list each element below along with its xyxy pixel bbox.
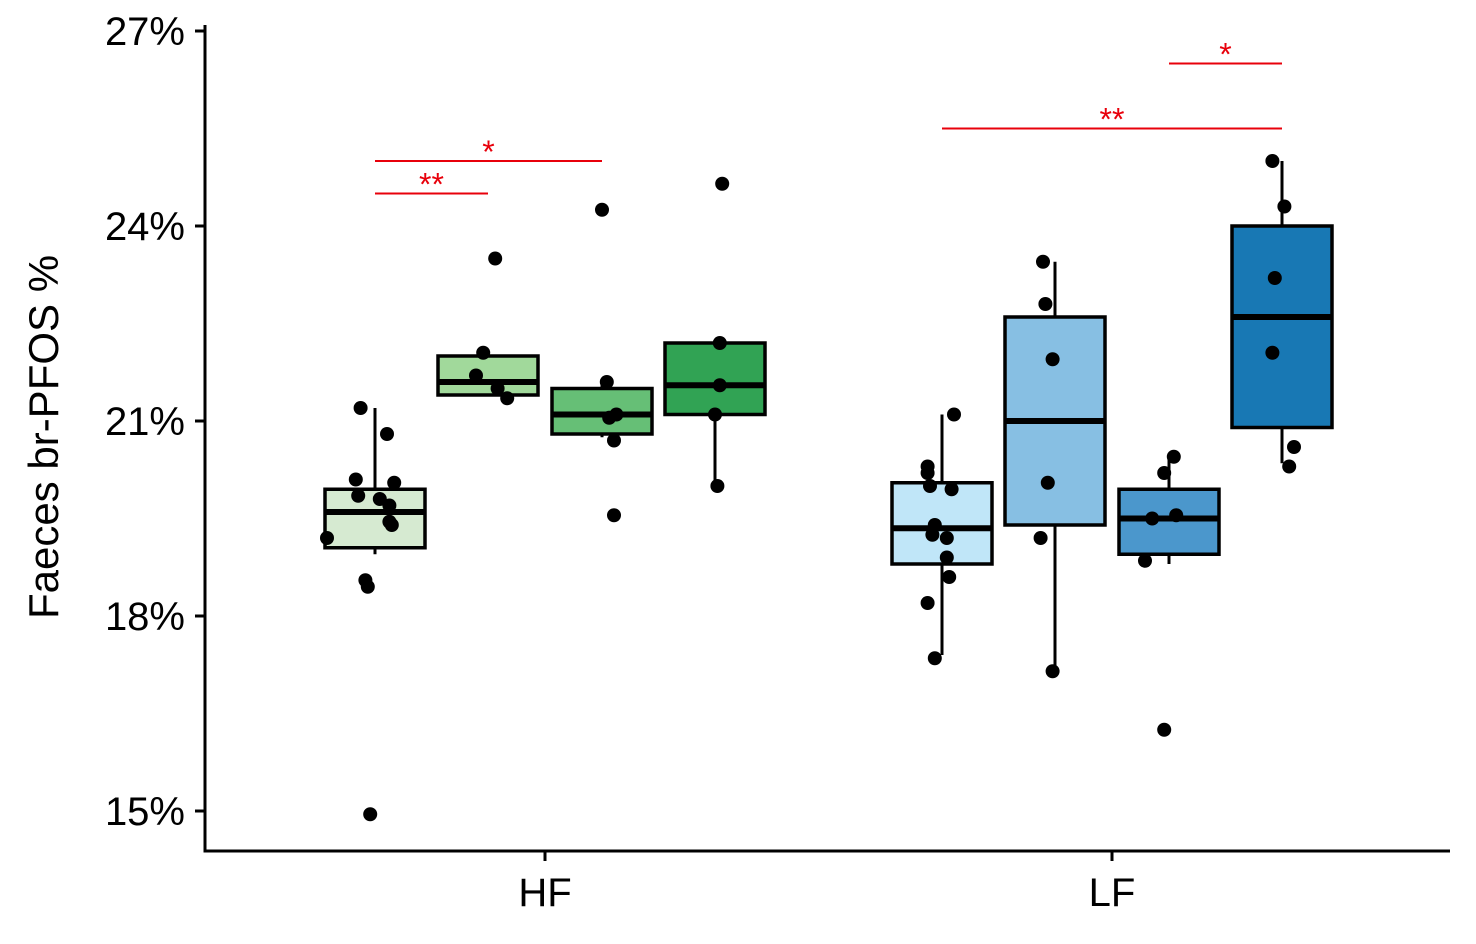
data-point	[1166, 449, 1181, 464]
data-point	[490, 381, 505, 396]
data-point	[1157, 722, 1172, 737]
data-point	[1045, 352, 1060, 367]
data-point	[599, 375, 614, 389]
data-point	[1036, 254, 1050, 269]
data-point	[1033, 531, 1048, 545]
axes: 15% 18% 21% 24% 27% HF LF Faeces br-PFOS %	[20, 10, 1450, 915]
box-body	[1117, 487, 1221, 556]
data-point	[380, 427, 394, 441]
group-lf	[890, 154, 1334, 737]
data-point	[710, 479, 725, 493]
box-lf-4	[1230, 154, 1334, 474]
data-point	[712, 378, 727, 393]
data-point	[1138, 553, 1152, 568]
data-point	[1267, 271, 1282, 285]
data-point	[1157, 466, 1172, 480]
data-point	[927, 518, 942, 532]
data-point	[363, 807, 378, 822]
data-point	[476, 345, 491, 360]
y-tick-label: 18%	[105, 595, 185, 639]
box-body	[436, 354, 540, 397]
box-body	[890, 481, 994, 566]
box-body	[550, 386, 654, 436]
data-point	[607, 433, 621, 448]
x-tick-label: HF	[518, 871, 571, 915]
significance-label: **	[419, 167, 444, 203]
data-point	[387, 475, 402, 490]
data-point	[384, 518, 399, 532]
box-lf-1	[890, 407, 994, 666]
y-axis-title: Faeces br-PFOS %	[20, 255, 67, 619]
box-hf-2	[436, 251, 540, 406]
data-point	[1265, 345, 1280, 360]
data-point	[1282, 459, 1297, 474]
data-point	[1038, 297, 1053, 311]
data-point	[944, 482, 959, 497]
significance-annotations: ******	[375, 37, 1282, 203]
data-point	[920, 596, 935, 610]
data-point	[320, 531, 334, 545]
y-tick-label: 21%	[105, 400, 185, 444]
significance-label: **	[1100, 102, 1125, 138]
data-point	[351, 488, 366, 503]
x-axis-ticks: HF LF	[518, 851, 1135, 915]
data-point	[920, 466, 935, 480]
data-point	[488, 251, 503, 266]
data-point	[939, 531, 954, 545]
data-point	[1040, 475, 1055, 490]
box-hf-4	[663, 176, 767, 493]
data-point	[382, 498, 397, 513]
significance-label: *	[1219, 37, 1231, 73]
data-point	[1265, 154, 1280, 168]
y-tick-label: 27%	[105, 10, 185, 54]
data-point	[607, 508, 621, 523]
data-point	[348, 472, 363, 487]
box-body	[1230, 224, 1334, 430]
data-point	[712, 336, 727, 350]
data-point	[923, 479, 937, 493]
data-point	[595, 202, 609, 217]
data-point	[609, 407, 624, 422]
box-body	[663, 341, 767, 417]
significance-label: *	[482, 134, 494, 170]
data-point	[715, 176, 730, 191]
y-tick-label: 15%	[105, 790, 185, 834]
box-lf-2	[1003, 254, 1107, 679]
x-tick-label: LF	[1089, 871, 1136, 915]
data-point	[1277, 199, 1292, 214]
y-axis-ticks: 15% 18% 21% 24% 27%	[105, 10, 205, 834]
data-point	[469, 368, 483, 383]
data-point	[353, 401, 368, 415]
data-point	[708, 407, 722, 422]
data-point	[360, 579, 375, 594]
plot-area	[320, 154, 1334, 822]
group-hf	[320, 176, 767, 822]
data-point	[939, 550, 954, 565]
data-point	[500, 391, 515, 406]
data-point	[947, 407, 961, 422]
data-point	[1045, 664, 1060, 679]
data-point	[1169, 508, 1184, 523]
data-point	[1287, 440, 1301, 454]
y-tick-label: 24%	[105, 205, 185, 249]
box-hf-3	[550, 202, 654, 523]
box-hf-1	[320, 401, 427, 822]
data-point	[1145, 511, 1160, 526]
data-point	[942, 570, 957, 584]
data-point	[927, 651, 942, 666]
box-lf-3	[1117, 449, 1221, 737]
